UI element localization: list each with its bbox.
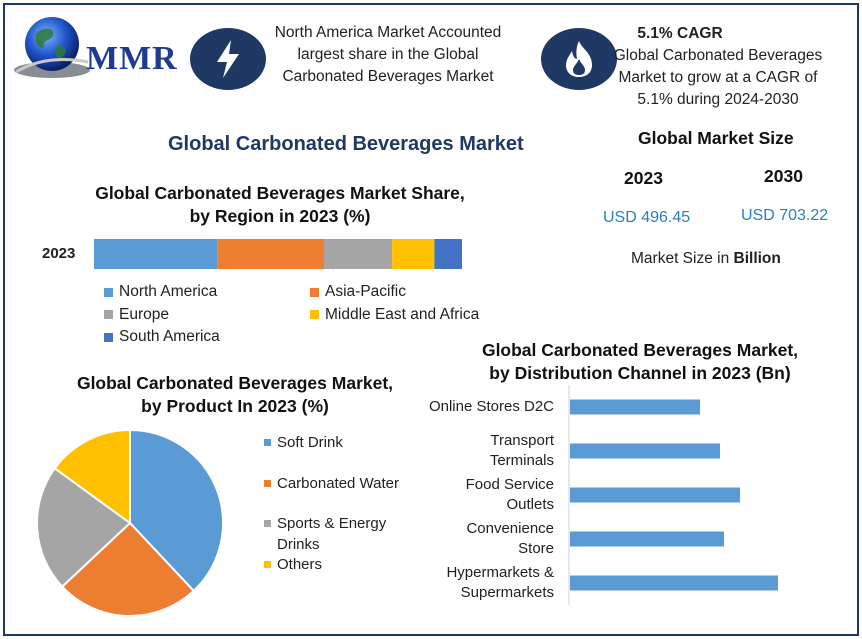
category-label-line: Convenience (466, 520, 554, 537)
category-label-line: Store (518, 540, 554, 557)
bar-convenience-store (570, 531, 724, 547)
market-size-title: Global Market Size (638, 128, 794, 148)
category-label-line: Food Service (465, 476, 554, 493)
region-chart-title: Global Carbonated Beverages Market Share… (70, 182, 490, 228)
market-size-year-1: 2023 (624, 168, 663, 188)
distribution-category-labels: Online Stores D2C Transport Terminals Food … (420, 385, 560, 610)
legend-others: Others (264, 554, 322, 575)
bar-segment-north-america (94, 239, 218, 269)
region-stacked-bar-chart (94, 239, 462, 269)
globe-icon (14, 17, 90, 78)
distribution-chart-title: Global Carbonated Beverages Market, by D… (460, 339, 820, 385)
product-chart-title-line2: by Product In 2023 (%) (141, 396, 329, 416)
legend-soft-drink: Soft Drink (264, 432, 343, 453)
header-title-2: 5.1% CAGR (637, 25, 723, 42)
distribution-chart-title-line1: Global Carbonated Beverages Market, (481, 340, 799, 360)
header-icon-circle-1 (190, 28, 266, 90)
bar-transport-terminals (570, 443, 720, 459)
legend-swatch (310, 287, 319, 297)
legend-middle-east-and-africa: Middle East and Africa (310, 306, 479, 324)
legend-label: Asia-Pacific (325, 283, 406, 300)
logo-text: MMR (86, 40, 178, 77)
legend-label-line2: Drinks (277, 536, 320, 553)
category-label-line: Terminals (489, 452, 554, 469)
bar-segment-europe (324, 239, 393, 269)
legend-south-america: South America (104, 328, 220, 346)
legend-swatch (264, 480, 271, 487)
market-size-note-unit: Billion (733, 250, 781, 267)
legend-label-block: Sports & Energy Drinks (277, 513, 386, 555)
legend-swatch (264, 520, 271, 527)
category-label-online-stores-d2c: Online Stores D2C (429, 397, 554, 417)
legend-label: Middle East and Africa (325, 305, 480, 323)
bar-segment-asia-pacific (217, 239, 324, 269)
region-chart-title-line1: Global Carbonated Beverages Market Share… (95, 183, 465, 203)
category-label-food-service-outlets: Food Service Outlets (466, 475, 554, 515)
header-text-1: North America Market Accounted largest s… (274, 24, 502, 85)
bar-online-stores-d2c (570, 399, 700, 415)
market-size-value-1: USD 496.45 (603, 209, 691, 226)
legend-asia-pacific: Asia-Pacific (310, 283, 406, 301)
category-label-hypermarkets-supermarkets: Hypermarkets & Supermarkets (446, 563, 554, 603)
legend-swatch (264, 439, 271, 446)
lightning-icon (217, 40, 239, 78)
product-chart-title-line1: Global Carbonated Beverages Market, (76, 373, 394, 393)
pie-slice-soft-drink (129, 428, 224, 593)
market-size-year-2: 2030 (764, 166, 803, 186)
pie-slice-others (53, 428, 131, 525)
main-title: Global Carbonated Beverages Market (168, 133, 524, 155)
legend-label: Sports & Energy (277, 515, 387, 532)
product-chart-title: Global Carbonated Beverages Market, by P… (50, 372, 420, 418)
pie-slice-carbonated-water (60, 521, 196, 617)
distribution-chart-title-line2: by Distribution Channel in 2023 (Bn) (489, 363, 791, 383)
legend-label: Carbonated Water (277, 475, 400, 492)
header-text-2: Global Carbonated Beverages Market to gr… (613, 47, 823, 108)
logo: MMR (12, 12, 177, 82)
legend-label: South America (119, 328, 220, 345)
flame-icon (566, 41, 592, 77)
market-size-note: Market Size in Billion (631, 250, 781, 268)
category-label-convenience-store: Convenience Store (466, 519, 554, 559)
pie-slice-sports-energy-drinks (36, 466, 132, 589)
infographic-frame (3, 3, 859, 636)
category-label-line: Transport (490, 432, 554, 449)
legend-swatch (104, 310, 113, 319)
bar-segment-south-america (434, 239, 462, 269)
legend-label: North America (119, 283, 218, 300)
legend-swatch (104, 287, 113, 297)
region-chart-title-line2: by Region in 2023 (%) (189, 206, 371, 226)
distribution-bar-chart (568, 385, 778, 605)
legend-label: Others (277, 556, 323, 573)
header-icon-circle-2 (541, 28, 617, 90)
category-label-line: Hypermarkets & (446, 564, 554, 581)
legend-north-america: North America (104, 283, 217, 301)
legend-label: Soft Drink (277, 434, 343, 451)
legend-sports-energy-drinks: Sports & Energy Drinks (264, 513, 386, 555)
legend-swatch (104, 332, 113, 342)
legend-label: Europe (119, 305, 169, 323)
region-chart-category-label: 2023 (42, 245, 76, 262)
legend-europe: Europe (104, 306, 169, 324)
category-label-line: Outlets (506, 496, 554, 513)
market-size-value-2: USD 703.22 (741, 207, 829, 224)
legend-carbonated-water: Carbonated Water (264, 473, 399, 494)
bar-segment-middle-east-and-africa (392, 239, 435, 269)
legend-swatch (264, 561, 271, 568)
bar-food-service-outlets (570, 487, 740, 503)
product-pie-chart (36, 428, 224, 617)
bar-hypermarkets-supermarkets (570, 575, 778, 591)
category-label-line: Supermarkets (460, 584, 554, 601)
legend-swatch (310, 310, 319, 319)
market-size-note-prefix: Market Size in (631, 250, 734, 267)
category-label-line: Online Stores D2C (428, 398, 554, 415)
category-label-transport-terminals: Transport Terminals (490, 431, 554, 471)
region-legend: North America Asia-Pacific Europe Middle Ea… (104, 283, 504, 349)
